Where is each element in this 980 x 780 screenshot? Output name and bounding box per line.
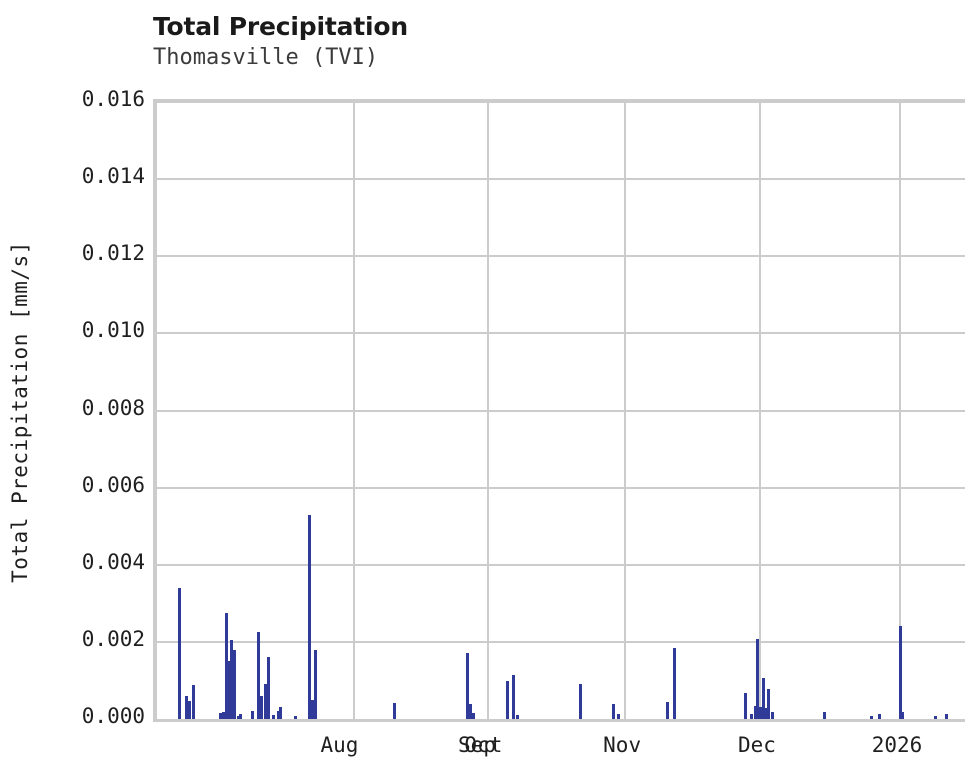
bar	[764, 708, 768, 719]
bar	[767, 688, 771, 719]
bar	[192, 685, 195, 719]
bar	[898, 626, 902, 719]
bar	[187, 700, 191, 719]
bar	[744, 693, 748, 719]
bar	[266, 657, 270, 719]
bar	[293, 715, 297, 719]
bar	[260, 695, 264, 719]
y-axis-tick-label: 0.008	[81, 395, 145, 420]
bar	[870, 716, 874, 719]
title-block: Total Precipitation Thomasville (TVI)	[153, 12, 853, 72]
gridline-vertical	[899, 102, 902, 719]
bar	[236, 715, 240, 719]
bar	[758, 707, 762, 719]
bar	[230, 639, 234, 719]
bar	[822, 712, 826, 719]
bar	[770, 712, 774, 719]
bar	[471, 713, 475, 719]
bar	[665, 701, 669, 719]
plot-inner	[156, 102, 965, 719]
x-axis-tick-label: Oct	[464, 733, 503, 757]
bar	[278, 707, 282, 719]
chart-subtitle: Thomasville (TVI)	[153, 45, 379, 70]
bar	[219, 712, 223, 719]
x-axis-tick-label: 2026	[871, 733, 923, 757]
y-axis-tick-label: 0.014	[81, 164, 145, 189]
bar	[177, 588, 181, 719]
bar	[753, 705, 757, 719]
bar	[672, 647, 676, 719]
bar	[579, 684, 583, 719]
plot-area	[153, 99, 965, 722]
x-axis-tick-label: Aug	[320, 733, 359, 757]
bar	[393, 702, 397, 719]
bar	[239, 714, 243, 719]
gridline-vertical	[156, 102, 157, 719]
gridline-vertical	[487, 102, 490, 719]
bar	[878, 714, 882, 719]
bar	[263, 684, 267, 719]
y-axis-tick-labels: 0.000 0.002 0.004 0.006 0.008 0.010 0.012 0.014…	[0, 0, 145, 780]
y-axis-tick-label: 0.010	[81, 318, 145, 343]
y-axis-tick-label: 0.012	[81, 241, 145, 266]
bar	[901, 712, 905, 719]
bar	[469, 703, 473, 719]
bar	[934, 715, 938, 719]
gridline-vertical	[353, 102, 356, 719]
bar	[944, 713, 948, 719]
y-axis-tick-label: 0.004	[81, 549, 145, 574]
bar	[749, 714, 753, 719]
bar	[617, 714, 621, 719]
y-axis-tick-label: 0.000	[81, 704, 145, 728]
y-axis-tick-label: 0.016	[81, 87, 145, 111]
bar	[227, 661, 231, 719]
bar	[466, 653, 470, 719]
bar	[221, 711, 225, 719]
page-title: Total Precipitation	[153, 12, 408, 41]
y-axis-tick-label: 0.006	[81, 472, 145, 497]
bar	[515, 715, 519, 719]
bar	[761, 678, 765, 719]
bar	[308, 514, 312, 719]
gridline-horizontal	[156, 332, 965, 335]
bar	[256, 631, 260, 719]
gridline-horizontal	[156, 178, 965, 181]
gridline-vertical	[759, 102, 762, 719]
bar	[224, 612, 228, 719]
gridline-horizontal	[156, 486, 965, 489]
bar	[612, 703, 616, 719]
gridline-horizontal	[156, 409, 965, 412]
bar	[756, 639, 760, 719]
gridline-horizontal	[156, 640, 965, 643]
bar	[251, 710, 255, 719]
bar	[511, 675, 515, 719]
bar	[276, 710, 280, 719]
gridline-horizontal	[156, 563, 965, 566]
bar	[232, 650, 236, 719]
bar	[313, 649, 317, 719]
bar	[310, 699, 314, 719]
gridline-vertical	[624, 102, 627, 719]
gridline-horizontal	[156, 255, 965, 258]
gridline-horizontal	[156, 102, 965, 103]
bar	[272, 715, 276, 719]
bar	[506, 681, 510, 719]
x-axis-tick-label: Sep	[458, 733, 496, 757]
x-axis-tick-label: Dec	[738, 733, 776, 757]
x-axis-tick-label: Nov	[603, 733, 642, 757]
bar	[184, 695, 188, 719]
y-axis-tick-label: 0.002	[81, 626, 145, 651]
